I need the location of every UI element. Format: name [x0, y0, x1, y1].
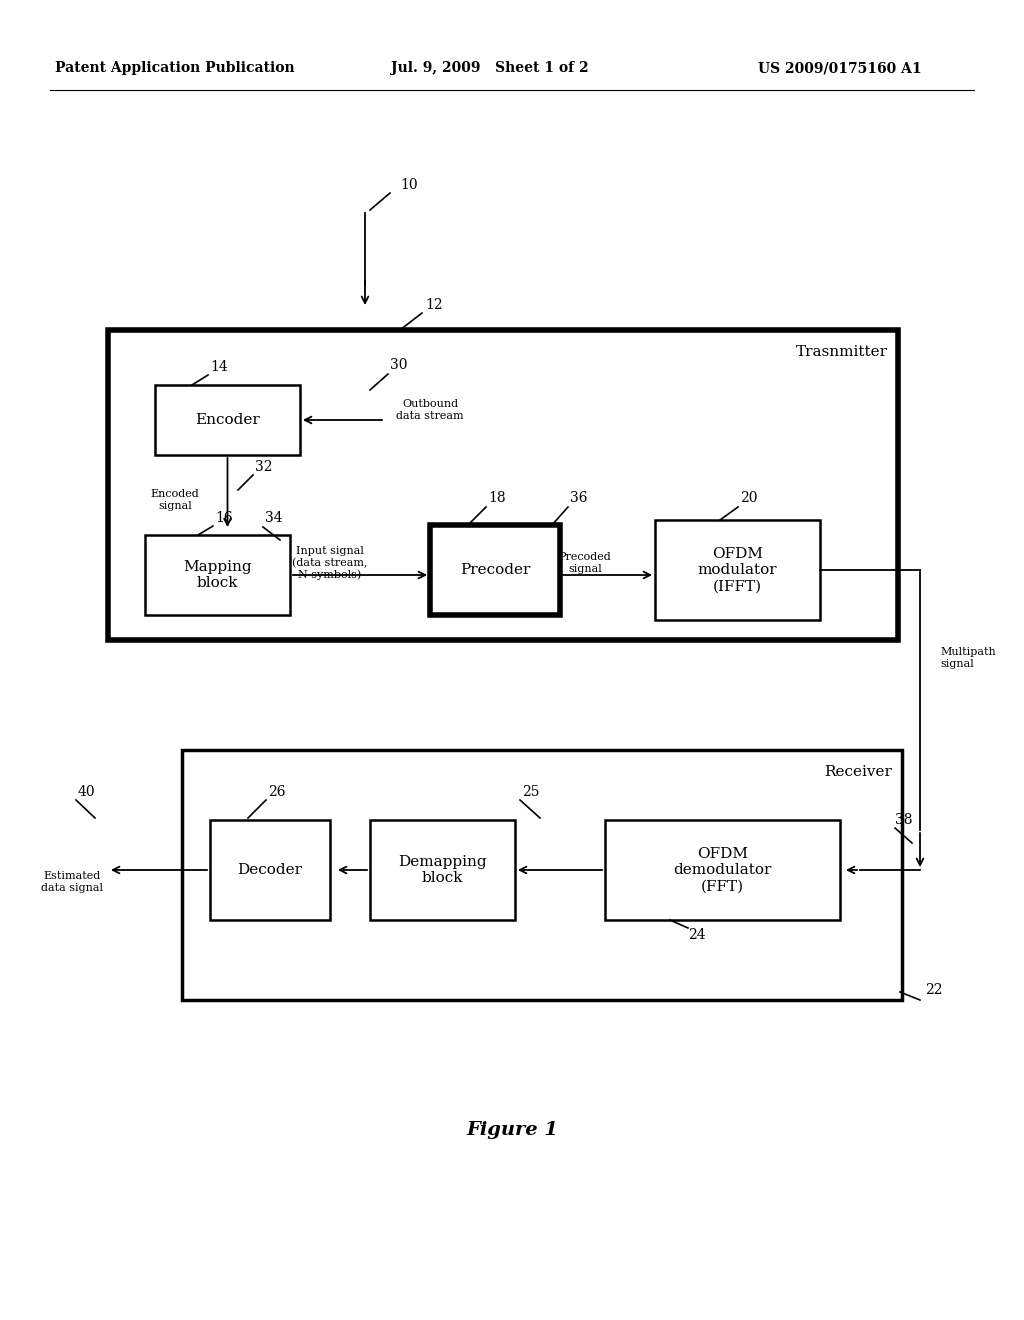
- Text: Mapping
block: Mapping block: [183, 560, 252, 590]
- Text: 24: 24: [688, 928, 706, 942]
- Text: Estimated
data signal: Estimated data signal: [41, 871, 103, 892]
- Text: 36: 36: [570, 491, 588, 506]
- Text: Input signal
(data stream,
N symbols): Input signal (data stream, N symbols): [292, 546, 368, 581]
- Bar: [370, 820, 515, 920]
- Text: Encoded
signal: Encoded signal: [151, 490, 200, 511]
- Text: Trasnmitter: Trasnmitter: [796, 345, 888, 359]
- Text: Multipath
signal: Multipath signal: [940, 647, 995, 669]
- Text: 22: 22: [925, 983, 942, 997]
- Text: 30: 30: [390, 358, 408, 372]
- Text: OFDM
modulator
(IFFT): OFDM modulator (IFFT): [697, 546, 777, 593]
- Text: Demapping
block: Demapping block: [398, 855, 486, 886]
- Text: 18: 18: [488, 491, 506, 506]
- Text: 20: 20: [740, 491, 758, 506]
- Text: 34: 34: [265, 511, 283, 525]
- Text: 12: 12: [425, 298, 442, 312]
- Bar: [108, 330, 898, 640]
- Bar: [210, 820, 330, 920]
- Text: 10: 10: [400, 178, 418, 191]
- Bar: [155, 385, 300, 455]
- Text: Precoded
signal: Precoded signal: [559, 552, 611, 574]
- Text: 38: 38: [895, 813, 912, 828]
- Bar: [182, 750, 902, 1001]
- Text: 32: 32: [255, 459, 272, 474]
- Text: 14: 14: [210, 360, 227, 374]
- Text: Receiver: Receiver: [824, 766, 892, 779]
- Text: 16: 16: [215, 511, 232, 525]
- Text: Precoder: Precoder: [460, 564, 530, 577]
- Text: Decoder: Decoder: [238, 863, 302, 876]
- Text: 40: 40: [78, 785, 95, 799]
- Text: US 2009/0175160 A1: US 2009/0175160 A1: [758, 61, 922, 75]
- Bar: [655, 520, 820, 620]
- Text: OFDM
demodulator
(FFT): OFDM demodulator (FFT): [674, 847, 772, 894]
- Text: Figure 1: Figure 1: [466, 1121, 558, 1139]
- Bar: [145, 535, 290, 615]
- Text: Encoder: Encoder: [196, 413, 260, 426]
- Bar: [605, 820, 840, 920]
- Text: Jul. 9, 2009   Sheet 1 of 2: Jul. 9, 2009 Sheet 1 of 2: [391, 61, 589, 75]
- Text: 25: 25: [522, 785, 540, 799]
- Text: Patent Application Publication: Patent Application Publication: [55, 61, 295, 75]
- Text: Outbound
data stream: Outbound data stream: [396, 399, 464, 421]
- Text: 26: 26: [268, 785, 286, 799]
- Bar: [430, 525, 560, 615]
